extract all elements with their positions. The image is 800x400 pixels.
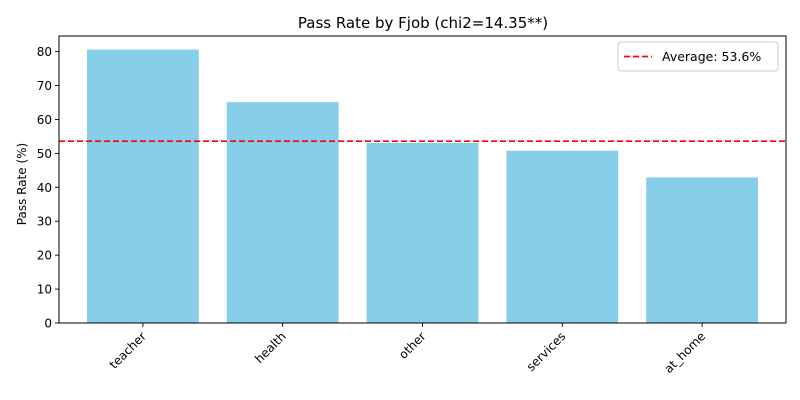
plot-frame <box>58 35 787 324</box>
chart-title: Pass Rate by Fjob (chi2=14.35**) <box>298 14 548 32</box>
y-tick-label-70: 70 <box>37 79 52 93</box>
bar-at-home <box>646 177 759 323</box>
y-tick-label-20: 20 <box>37 249 52 263</box>
bar-teacher <box>86 49 199 324</box>
y-tick-label-0: 0 <box>44 317 52 331</box>
y-tick-label-60: 60 <box>37 113 52 127</box>
bar-health <box>226 102 339 323</box>
y-tick-label-30: 30 <box>37 215 52 229</box>
y-tick-label-80: 80 <box>37 45 52 59</box>
legend-box <box>617 41 779 72</box>
y-tick-label-10: 10 <box>37 283 52 297</box>
y-axis-label: Pass Rate (%) <box>15 143 29 225</box>
bar-services <box>506 150 619 323</box>
legend: Average: 53.6% <box>617 41 779 72</box>
legend-entry-average: Average: 53.6% <box>662 49 761 64</box>
bars-group <box>86 49 759 324</box>
y-tick-label-50: 50 <box>37 147 52 161</box>
y-tick-label-40: 40 <box>37 181 52 195</box>
bar-other <box>366 142 479 323</box>
